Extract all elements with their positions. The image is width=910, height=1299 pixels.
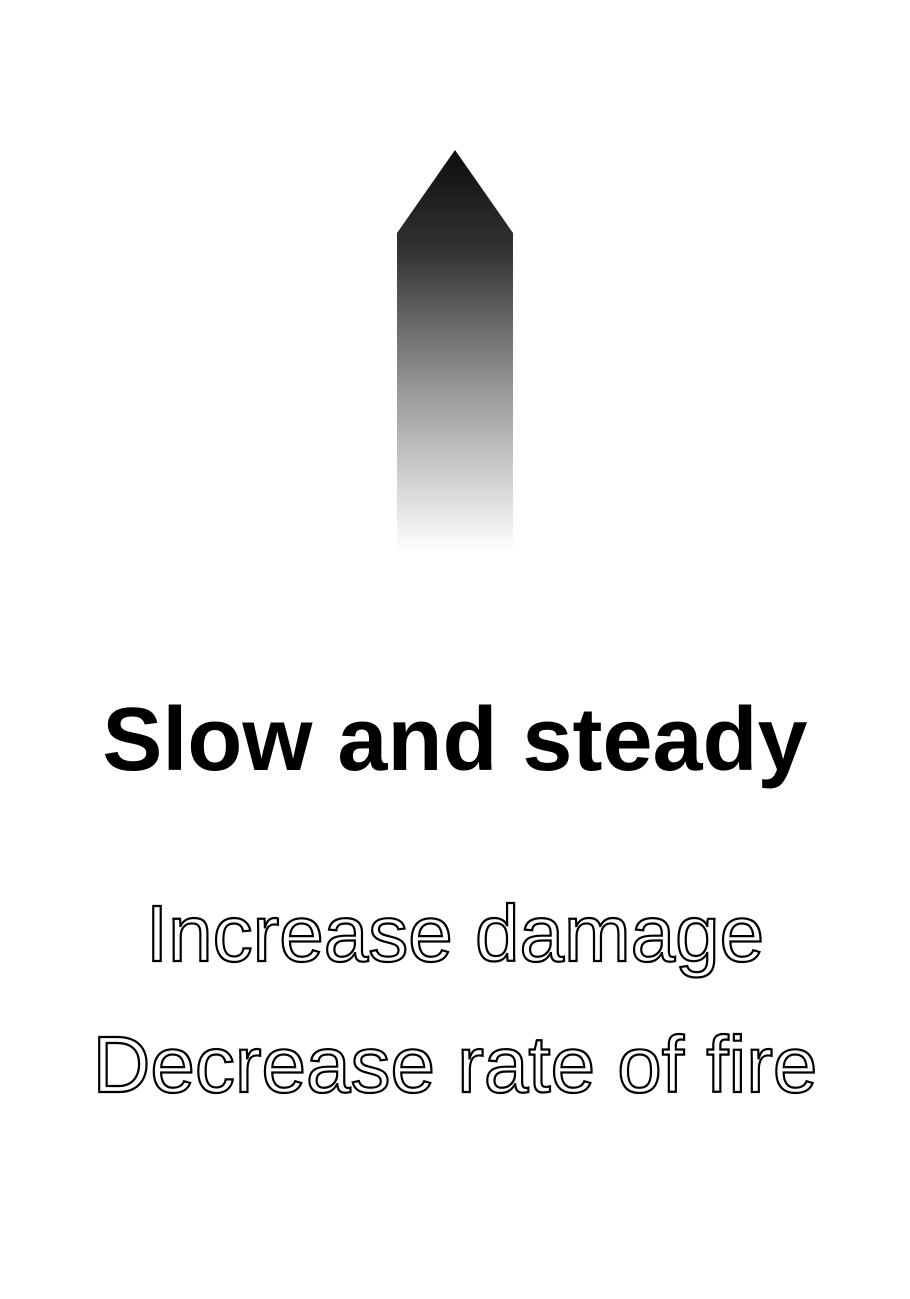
card-title: Slow and steady bbox=[102, 690, 807, 790]
effect-text: Decrease rate of fire bbox=[93, 1020, 818, 1109]
arrow-icon bbox=[397, 150, 513, 552]
effect-text: Increase damage bbox=[146, 889, 764, 978]
